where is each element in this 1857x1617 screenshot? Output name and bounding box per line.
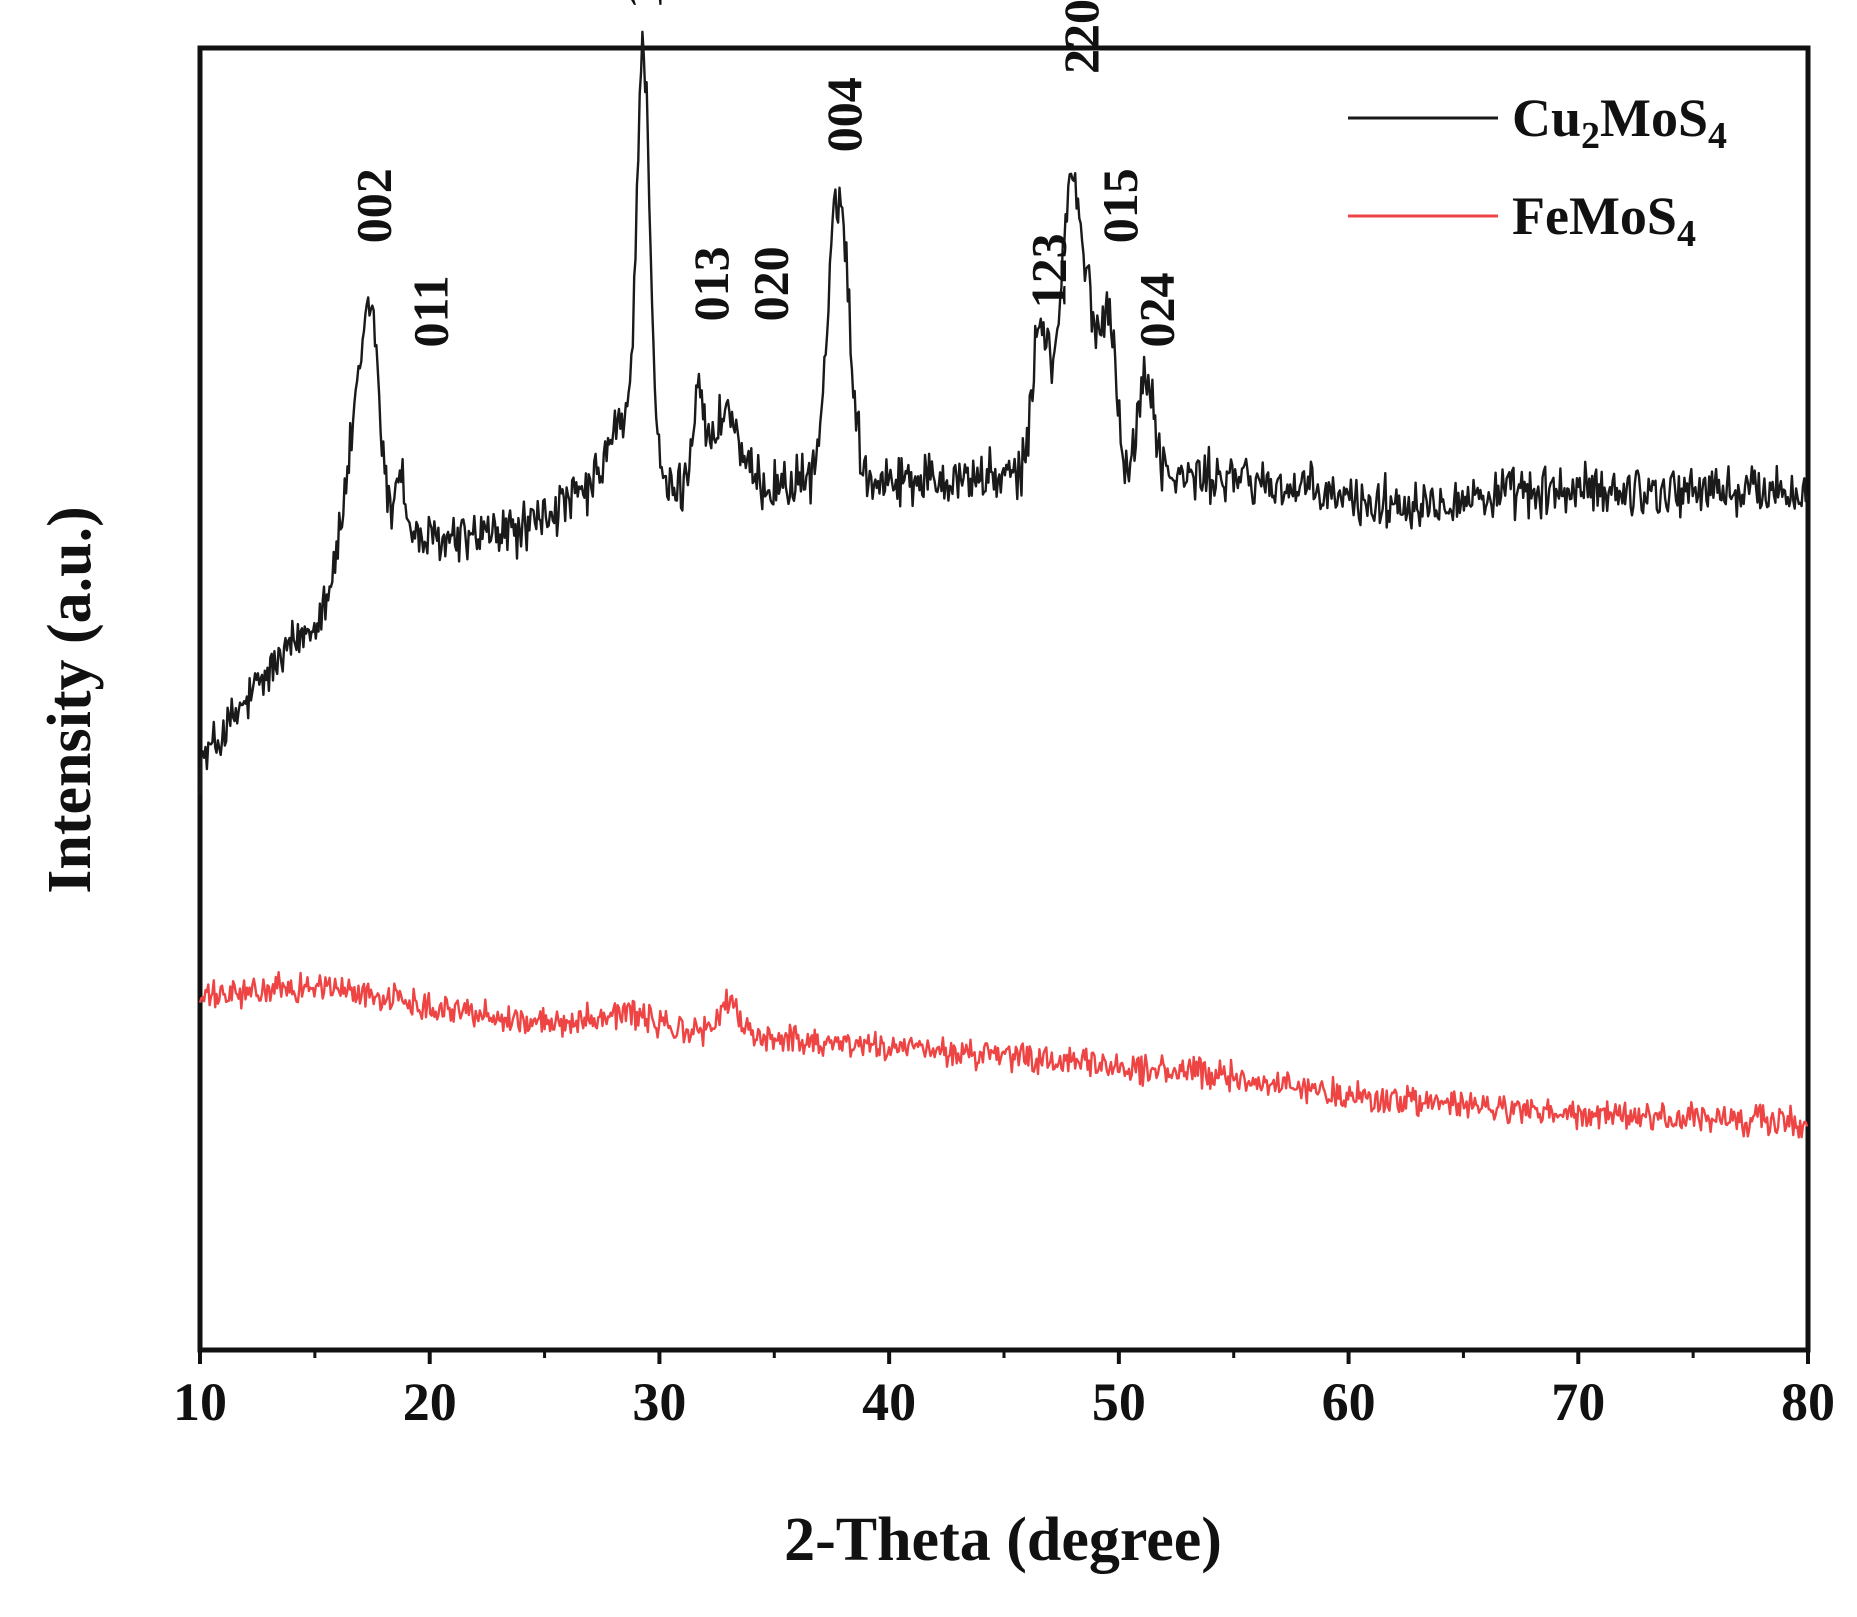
peak-label: 011 <box>403 275 459 347</box>
peak-label: 220 <box>1053 0 1109 74</box>
x-axis-ticks: 10 20 30 40 50 60 70 80 <box>173 1350 1835 1432</box>
peak-label: 024 <box>1129 273 1185 348</box>
x-tick-label: 70 <box>1551 1372 1605 1432</box>
x-axis-title: 2-Theta (degree) <box>784 1506 1222 1574</box>
series-line-2 <box>198 971 1809 1139</box>
legend-label-2: FeMoS4 <box>1512 186 1696 255</box>
peak-label: 015 <box>1092 168 1148 243</box>
series-lines <box>198 30 1809 1139</box>
legend-label-1: Cu2MoS4 <box>1512 88 1727 157</box>
peak-label: 112 <box>616 0 672 9</box>
peak-label: 020 <box>743 246 799 321</box>
x-tick-label: 50 <box>1092 1372 1146 1432</box>
peak-label: 002 <box>345 168 401 243</box>
peak-label: 123 <box>1021 233 1077 308</box>
series-line-1 <box>198 30 1809 795</box>
x-tick-label: 80 <box>1781 1372 1835 1432</box>
y-axis-title: Intensity (a.u.) <box>36 506 104 894</box>
legend: Cu2MoS4 FeMoS4 <box>1348 88 1727 255</box>
x-tick-label: 30 <box>632 1372 686 1432</box>
x-tick-label: 20 <box>403 1372 457 1432</box>
x-tick-label: 60 <box>1322 1372 1376 1432</box>
x-tick-label: 40 <box>862 1372 916 1432</box>
x-tick-label: 10 <box>173 1372 227 1432</box>
peak-label: 013 <box>683 246 739 321</box>
peak-label: 004 <box>816 77 872 152</box>
